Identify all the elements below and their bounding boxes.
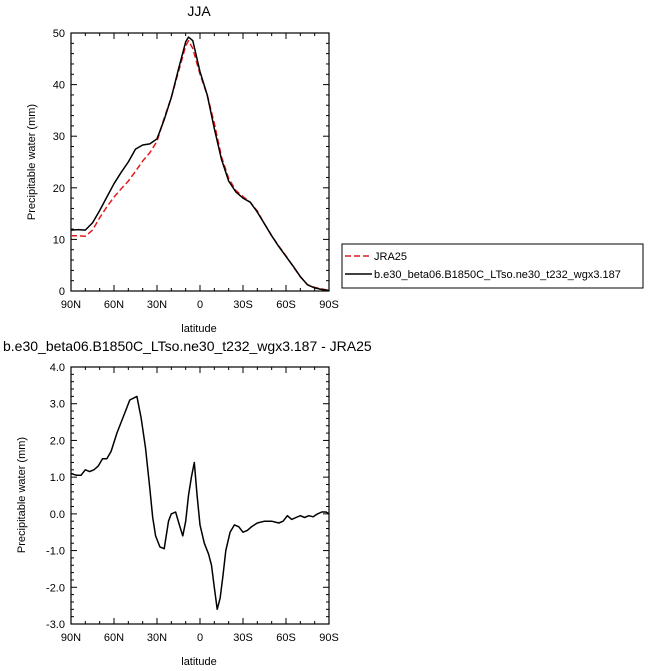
top-y-axis-label: Precipitable water (mm) [26, 104, 38, 220]
bottom-x-tick-label: 90N [61, 632, 81, 644]
bottom-y-tick-label: 4.0 [50, 362, 65, 374]
bottom-x-tick-label: 90S [319, 632, 339, 644]
top-series-line-model [70, 36, 330, 292]
top-series-line-jra25 [71, 39, 330, 292]
bottom-x-tick-label: 60S [276, 632, 296, 644]
bottom-y-tick-label: 2.0 [50, 435, 65, 447]
top-x-tick-label: 60N [104, 299, 124, 311]
top-y-tick-label: 50 [53, 28, 65, 40]
bottom-x-tick-label: 30N [147, 632, 167, 644]
top-x-tick-label: 30S [233, 299, 253, 311]
bottom-y-tick-label: -2.0 [46, 582, 65, 594]
top-x-axis-label: latitude [181, 323, 216, 335]
top-y-tick-label: 0 [59, 286, 65, 298]
bottom-plot-area: 90N 60N 30N 0 30S 60S 90S -3.0 -2.0 -1.0 0.0 1.0 2.0… [46, 362, 339, 644]
top-y-tick-label: 30 [53, 131, 65, 143]
legend-box [341, 243, 644, 289]
top-plot-area: 90N 60N 30N 0 30S 60S 90S 0 10 20 30 40 50 [53, 28, 339, 311]
bottom-x-axis-label: latitude [181, 656, 216, 668]
legend-label-jra25: JRA25 [374, 251, 407, 263]
legend: JRA25 b.e30_beta06.B1850C_LTso.ne30_t232… [341, 243, 644, 289]
bottom-chart-title: b.e30_beta06.B1850C_LTso.ne30_t232_wgx3.… [3, 338, 372, 354]
top-x-tick-label: 30N [147, 299, 167, 311]
legend-label-model: b.e30_beta06.B1850C_LTso.ne30_t232_wgx3.… [374, 269, 621, 281]
bottom-y-tick-label: 3.0 [50, 399, 65, 411]
bottom-y-tick-label: -1.0 [46, 546, 65, 558]
top-x-tick-label: 0 [197, 299, 203, 311]
bottom-x-tick-label: 60N [104, 632, 124, 644]
top-y-tick-label: 10 [53, 234, 65, 246]
panel-bottom: b.e30_beta06.B1850C_LTso.ne30_t232_wgx3.… [3, 338, 372, 668]
top-x-tick-label: 90S [319, 299, 339, 311]
top-y-tick-label: 20 [53, 183, 65, 195]
panel-top: JJA 90N 60N 30N 0 30S 60S 90S 0 10 20 30 40 50 Preci… [26, 3, 339, 335]
bottom-plot-frame [70, 366, 330, 625]
top-x-tick-label: 60S [276, 299, 296, 311]
bottom-y-tick-label: -3.0 [46, 619, 65, 631]
top-y-tick-label: 40 [53, 80, 65, 92]
bottom-series-line-difference [70, 395, 330, 611]
bottom-y-axis-label: Precipitable water (mm) [16, 437, 28, 553]
bottom-y-tick-label: 0.0 [50, 509, 65, 521]
bottom-x-tick-label: 0 [197, 632, 203, 644]
top-x-tick-label: 90N [61, 299, 81, 311]
bottom-x-tick-label: 30S [233, 632, 253, 644]
bottom-y-tick-label: 1.0 [50, 472, 65, 484]
top-chart-title: JJA [187, 3, 211, 19]
